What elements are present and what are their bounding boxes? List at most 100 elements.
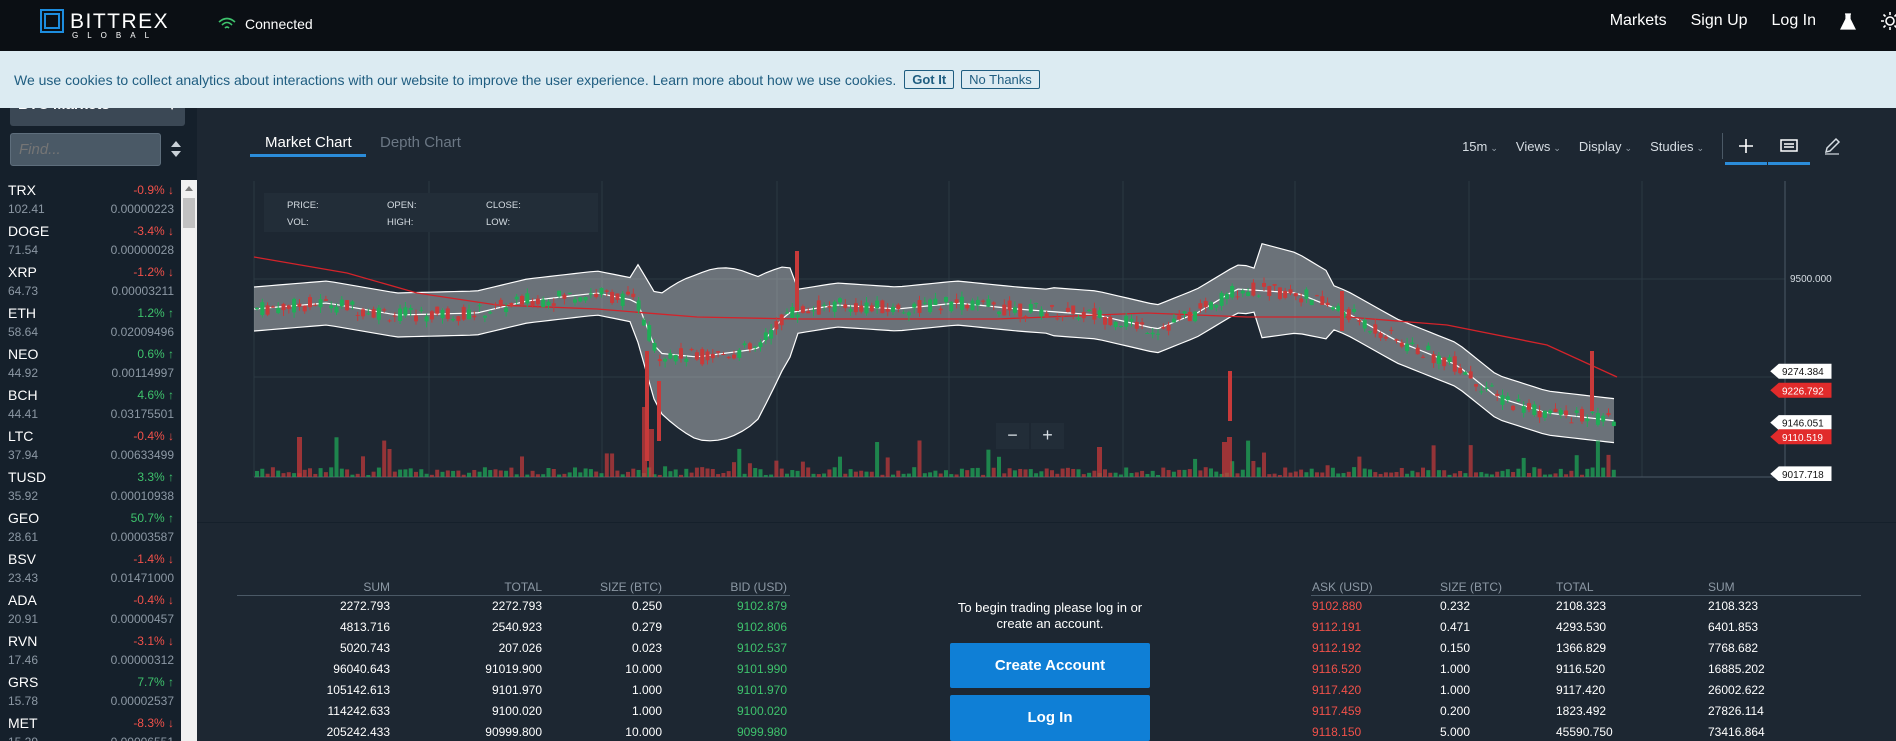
orderbook-cell[interactable]: 96040.643 [333,662,390,676]
orderbook-cell[interactable]: 9102.879 [736,599,787,613]
volume-bar [302,469,307,477]
market-row[interactable]: TRX -0.9% ↓ 102.41 0.00000223 [0,180,178,221]
market-row[interactable]: LTC -0.4% ↓ 37.94 0.00633499 [0,426,178,467]
orderbook-cell[interactable]: 9117.420 [1312,683,1362,697]
orderbook-cell[interactable]: 0.471 [1440,620,1471,634]
candle [679,348,683,359]
orderbook-cell[interactable]: 1.000 [1440,683,1471,697]
market-row[interactable]: GEO 50.7% ↑ 28.61 0.00003587 [0,508,178,549]
orderbook-cell[interactable]: 4293.530 [1556,620,1607,634]
nav-link-log-in[interactable]: Log In [1771,12,1816,29]
tab-market-chart[interactable]: Market Chart [265,134,352,151]
orderbook-cell[interactable]: 1.000 [631,704,662,718]
views-dropdown[interactable]: Views ⌄ [1516,139,1561,154]
orderbook-cell[interactable]: 5020.743 [339,641,390,655]
market-row[interactable]: TUSD 3.3% ↑ 35.92 0.00010938 [0,467,178,508]
interval-dropdown[interactable]: 15m ⌄ [1462,139,1498,154]
zoom-in-button[interactable]: + [1031,423,1064,449]
orderbook-cell[interactable]: 1823.492 [1556,704,1607,718]
market-row[interactable]: XRP -1.2% ↓ 64.73 0.00003211 [0,262,178,303]
market-row[interactable]: MET -8.3% ↓ 15.29 0.00006551 [0,713,178,741]
orderbook-cell[interactable]: 2108.323 [1708,599,1759,613]
orderbook-cell[interactable]: 9112.192 [1312,641,1362,655]
orderbook-cell[interactable]: 0.023 [631,641,662,655]
nav-link-markets[interactable]: Markets [1609,12,1667,29]
market-row[interactable]: ADA -0.4% ↓ 20.91 0.00000457 [0,590,178,631]
orderbook-cell[interactable]: 26002.622 [1708,683,1765,697]
scroll-up-arrow-icon[interactable] [185,186,193,191]
orderbook-cell[interactable]: 9118.150 [1312,725,1362,739]
orderbook-cell[interactable]: 9102.880 [1312,599,1363,613]
theme-toggle-icon[interactable] [1880,11,1896,31]
orderbook-cell[interactable]: 9101.970 [736,683,787,697]
market-row[interactable]: BSV -1.4% ↓ 23.43 0.01471000 [0,549,178,590]
draw-button[interactable] [1817,133,1847,159]
orderbook-cell[interactable]: 2108.323 [1556,599,1607,613]
orderbook-cell[interactable]: 10.000 [625,725,662,739]
orderbook-cell[interactable]: 9116.520 [1556,662,1606,676]
orderbook-cell[interactable]: 105142.613 [326,683,390,697]
orderbook-cell[interactable]: 9101.970 [491,683,542,697]
orderbook-cell[interactable]: 0.279 [631,620,662,634]
orderbook-cell[interactable]: 16885.202 [1708,662,1765,676]
market-row[interactable]: BCH 4.6% ↑ 44.41 0.03175501 [0,385,178,426]
cookie-accept-button[interactable]: Got It [904,70,955,89]
market-row[interactable]: NEO 0.6% ↑ 44.92 0.00114997 [0,344,178,385]
orderbook-cell[interactable]: 91019.900 [485,662,542,676]
orderbook-cell[interactable]: 90999.800 [485,725,542,739]
orderbook-cell[interactable]: 9101.990 [736,662,787,676]
orderbook-cell[interactable]: 0.200 [1440,704,1471,718]
orderbook-cell[interactable]: 9116.520 [1312,662,1362,676]
orderbook-cell[interactable]: 0.250 [631,599,662,613]
orderbook-cell[interactable]: 2272.793 [339,599,390,613]
brand-logo[interactable]: BITTREX GLOBAL [40,6,170,46]
orderbook-cell[interactable]: 9100.020 [491,704,542,718]
orderbook-cell[interactable]: 114242.633 [327,704,390,718]
orderbook-cell[interactable]: 73416.864 [1708,725,1765,739]
log-in-button[interactable]: Log In [950,695,1150,741]
orderbook-cell[interactable]: 9117.459 [1312,704,1362,718]
sort-icon[interactable] [170,139,182,159]
market-row[interactable]: ETH 1.2% ↑ 58.64 0.02009496 [0,303,178,344]
cookie-decline-button[interactable]: No Thanks [961,70,1040,89]
info-panel-button[interactable] [1768,133,1810,165]
nav-link-sign-up[interactable]: Sign Up [1690,12,1748,29]
orderbook-cell[interactable]: 1366.829 [1556,641,1607,655]
studies-dropdown[interactable]: Studies ⌄ [1650,139,1704,154]
orderbook-cell[interactable]: 5.000 [1440,725,1471,739]
orderbook-cell[interactable]: 9102.806 [736,620,787,634]
orderbook-cell[interactable]: 9117.420 [1556,683,1606,697]
orderbook-cell[interactable]: 27826.114 [1708,704,1764,718]
candle [334,306,339,313]
bollinger-lower-line [253,311,1615,444]
market-list-scrollbar[interactable] [181,180,197,741]
scrollbar-thumb[interactable] [183,198,195,228]
orderbook-cell[interactable]: 0.150 [1440,641,1471,655]
market-search-input[interactable] [10,133,161,166]
orderbook-cell[interactable]: 10.000 [625,662,662,676]
display-dropdown[interactable]: Display ⌄ [1579,139,1632,154]
orderbook-cell[interactable]: 45590.750 [1556,725,1613,739]
tab-depth-chart[interactable]: Depth Chart [380,134,461,151]
orderbook-cell[interactable]: 2272.793 [491,599,542,613]
orderbook-cell[interactable]: 9102.537 [736,641,787,655]
orderbook-cell[interactable]: 6401.853 [1708,620,1759,634]
orderbook-cell[interactable]: 9100.020 [736,704,787,718]
orderbook-cell[interactable]: 205242.433 [326,725,390,739]
crosshair-button[interactable] [1725,133,1767,165]
orderbook-cell[interactable]: 0.232 [1440,599,1471,613]
market-row[interactable]: DOGE -3.4% ↓ 71.54 0.00000028 [0,221,178,262]
flask-icon[interactable] [1838,11,1858,31]
orderbook-cell[interactable]: 9112.191 [1312,620,1362,634]
market-row[interactable]: GRS 7.7% ↑ 15.78 0.00002537 [0,672,178,713]
orderbook-cell[interactable]: 7768.682 [1708,641,1759,655]
orderbook-cell[interactable]: 2540.923 [491,620,542,634]
orderbook-cell[interactable]: 4813.716 [339,620,390,634]
orderbook-cell[interactable]: 1.000 [631,683,662,697]
create-account-button[interactable]: Create Account [950,643,1150,688]
market-row[interactable]: RVN -3.1% ↓ 17.46 0.00000312 [0,631,178,672]
orderbook-cell[interactable]: 207.026 [498,641,542,655]
orderbook-cell[interactable]: 9099.980 [736,725,787,739]
orderbook-cell[interactable]: 1.000 [1440,662,1471,676]
zoom-out-button[interactable]: − [996,423,1029,449]
